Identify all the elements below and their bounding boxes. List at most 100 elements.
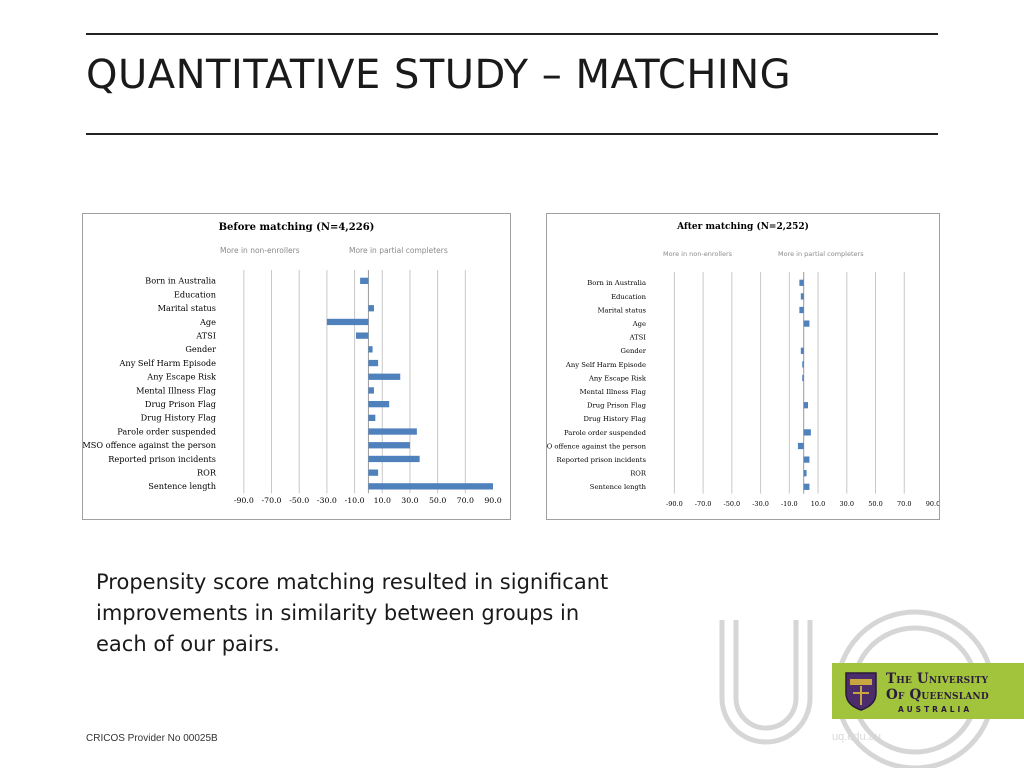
category-label: Any Self Harm Episode	[565, 361, 646, 369]
x-tick-label: -90.0	[666, 500, 683, 508]
bar	[368, 373, 401, 380]
bar	[360, 277, 369, 285]
website-url: uq.edu.au	[832, 731, 881, 743]
category-label: Parole order suspended	[564, 429, 647, 437]
bar	[803, 470, 807, 477]
category-label: Marital status	[598, 306, 647, 314]
x-tick-label: 90.0	[484, 496, 501, 505]
crest-icon	[845, 672, 877, 711]
category-label: Marital status	[158, 303, 216, 313]
category-label: Parole order suspended	[117, 426, 216, 436]
top-rule	[86, 33, 938, 35]
bar	[803, 402, 808, 409]
category-label: Drug History Flag	[141, 413, 216, 423]
bar	[368, 359, 379, 367]
category-label: Gender	[185, 344, 216, 354]
category-label: Sentence length	[148, 481, 216, 491]
category-label: ROR	[197, 468, 217, 478]
category-label: Born in Australia	[145, 276, 216, 286]
bar	[800, 293, 804, 300]
bar	[368, 305, 374, 312]
bar	[326, 318, 369, 326]
bar	[368, 442, 410, 449]
x-tick-label: -70.0	[695, 500, 712, 508]
category-label: Age	[199, 317, 216, 327]
x-tick-label: -50.0	[289, 496, 309, 505]
x-tick-label: -90.0	[234, 496, 254, 505]
bar	[797, 442, 804, 450]
x-tick-label: 30.0	[840, 500, 854, 508]
x-tick-label: -50.0	[724, 500, 741, 508]
direction-label: More in non-enrollers	[220, 246, 300, 255]
category-label: Drug History Flag	[583, 415, 646, 423]
logo-australia-line: AUSTRALIA	[898, 705, 973, 714]
x-tick-label: 50.0	[429, 496, 446, 505]
body-text: Propensity score matching resulted in si…	[96, 570, 609, 656]
x-tick-label: 70.0	[457, 496, 474, 505]
category-label: ATSI	[629, 334, 647, 342]
category-label: Reported prison incidents	[557, 456, 647, 464]
category-label: Education	[174, 289, 217, 299]
category-label: Age	[632, 320, 646, 328]
before-matching-chart-svg: Before matching (N=4,226) More in non-enr…	[83, 222, 502, 505]
after-matching-chart-svg: After matching (N=2,252) More in non-enro…	[547, 221, 939, 508]
before-matching-chart: Before matching (N=4,226) More in non-enr…	[82, 213, 511, 520]
category-label: Any Self Harm Episode	[119, 358, 217, 368]
bar	[803, 320, 810, 327]
chart-title: After matching (N=2,252)	[676, 221, 809, 232]
slide-title: QUANTITATIVE STUDY – MATCHING	[86, 52, 792, 98]
category-label: Mental Illness Flag	[136, 385, 216, 395]
bar	[368, 387, 374, 394]
category-label: ROR	[630, 470, 647, 478]
x-tick-label: 10.0	[811, 500, 825, 508]
after-matching-chart: After matching (N=2,252) More in non-enro…	[546, 213, 940, 520]
x-tick-label: -70.0	[262, 496, 282, 505]
bar	[799, 306, 804, 314]
bar	[368, 483, 493, 490]
x-tick-label: 30.0	[401, 496, 418, 505]
logo-queensland-line: Of Queensland	[886, 687, 989, 703]
category-label: Gender	[621, 347, 647, 355]
x-tick-label: -10.0	[345, 496, 365, 505]
category-label: MSO offence against the person	[547, 442, 647, 450]
x-tick-label: 50.0	[868, 500, 882, 508]
bar	[803, 483, 810, 490]
title-underline	[86, 133, 938, 135]
bar	[800, 347, 804, 354]
direction-label: More in partial completers	[349, 246, 448, 255]
category-label: Sentence length	[590, 483, 647, 491]
bar	[799, 279, 804, 286]
bar	[803, 456, 810, 463]
cricos-footer: CRICOS Provider No 00025B	[86, 733, 218, 744]
x-tick-label: 10.0	[374, 496, 391, 505]
bar	[368, 469, 379, 476]
bar	[368, 400, 390, 408]
category-label: Mental Illness Flag	[580, 388, 647, 396]
direction-label: More in non-enrollers	[663, 250, 733, 258]
category-label: Any Escape Risk	[146, 372, 217, 382]
category-label: ATSI	[195, 331, 216, 341]
bar	[355, 332, 369, 339]
bar	[368, 414, 376, 422]
category-label: Drug Prison Flag	[587, 402, 647, 410]
bar	[802, 374, 804, 382]
x-tick-label: -30.0	[752, 500, 769, 508]
x-tick-label: -10.0	[781, 500, 798, 508]
category-label: Reported prison incidents	[108, 454, 216, 464]
x-tick-label: -30.0	[317, 496, 337, 505]
bar	[802, 361, 804, 368]
uq-logo: The University Of Queensland AUSTRALIA	[832, 663, 1024, 719]
x-tick-label: 90.0	[926, 500, 939, 508]
direction-label: More in partial completers	[778, 250, 864, 258]
category-label: Drug Prison Flag	[145, 399, 216, 409]
bar	[368, 428, 417, 435]
category-label: MSO offence against the person	[83, 440, 217, 450]
bar	[368, 346, 373, 353]
chart-title: Before matching (N=4,226)	[219, 222, 375, 233]
bar	[803, 429, 811, 436]
x-tick-label: 70.0	[897, 500, 911, 508]
category-label: Born in Australia	[587, 279, 646, 287]
logo-university-line: The University	[886, 671, 989, 687]
category-label: Any Escape Risk	[588, 374, 647, 382]
category-label: Education	[611, 293, 647, 301]
